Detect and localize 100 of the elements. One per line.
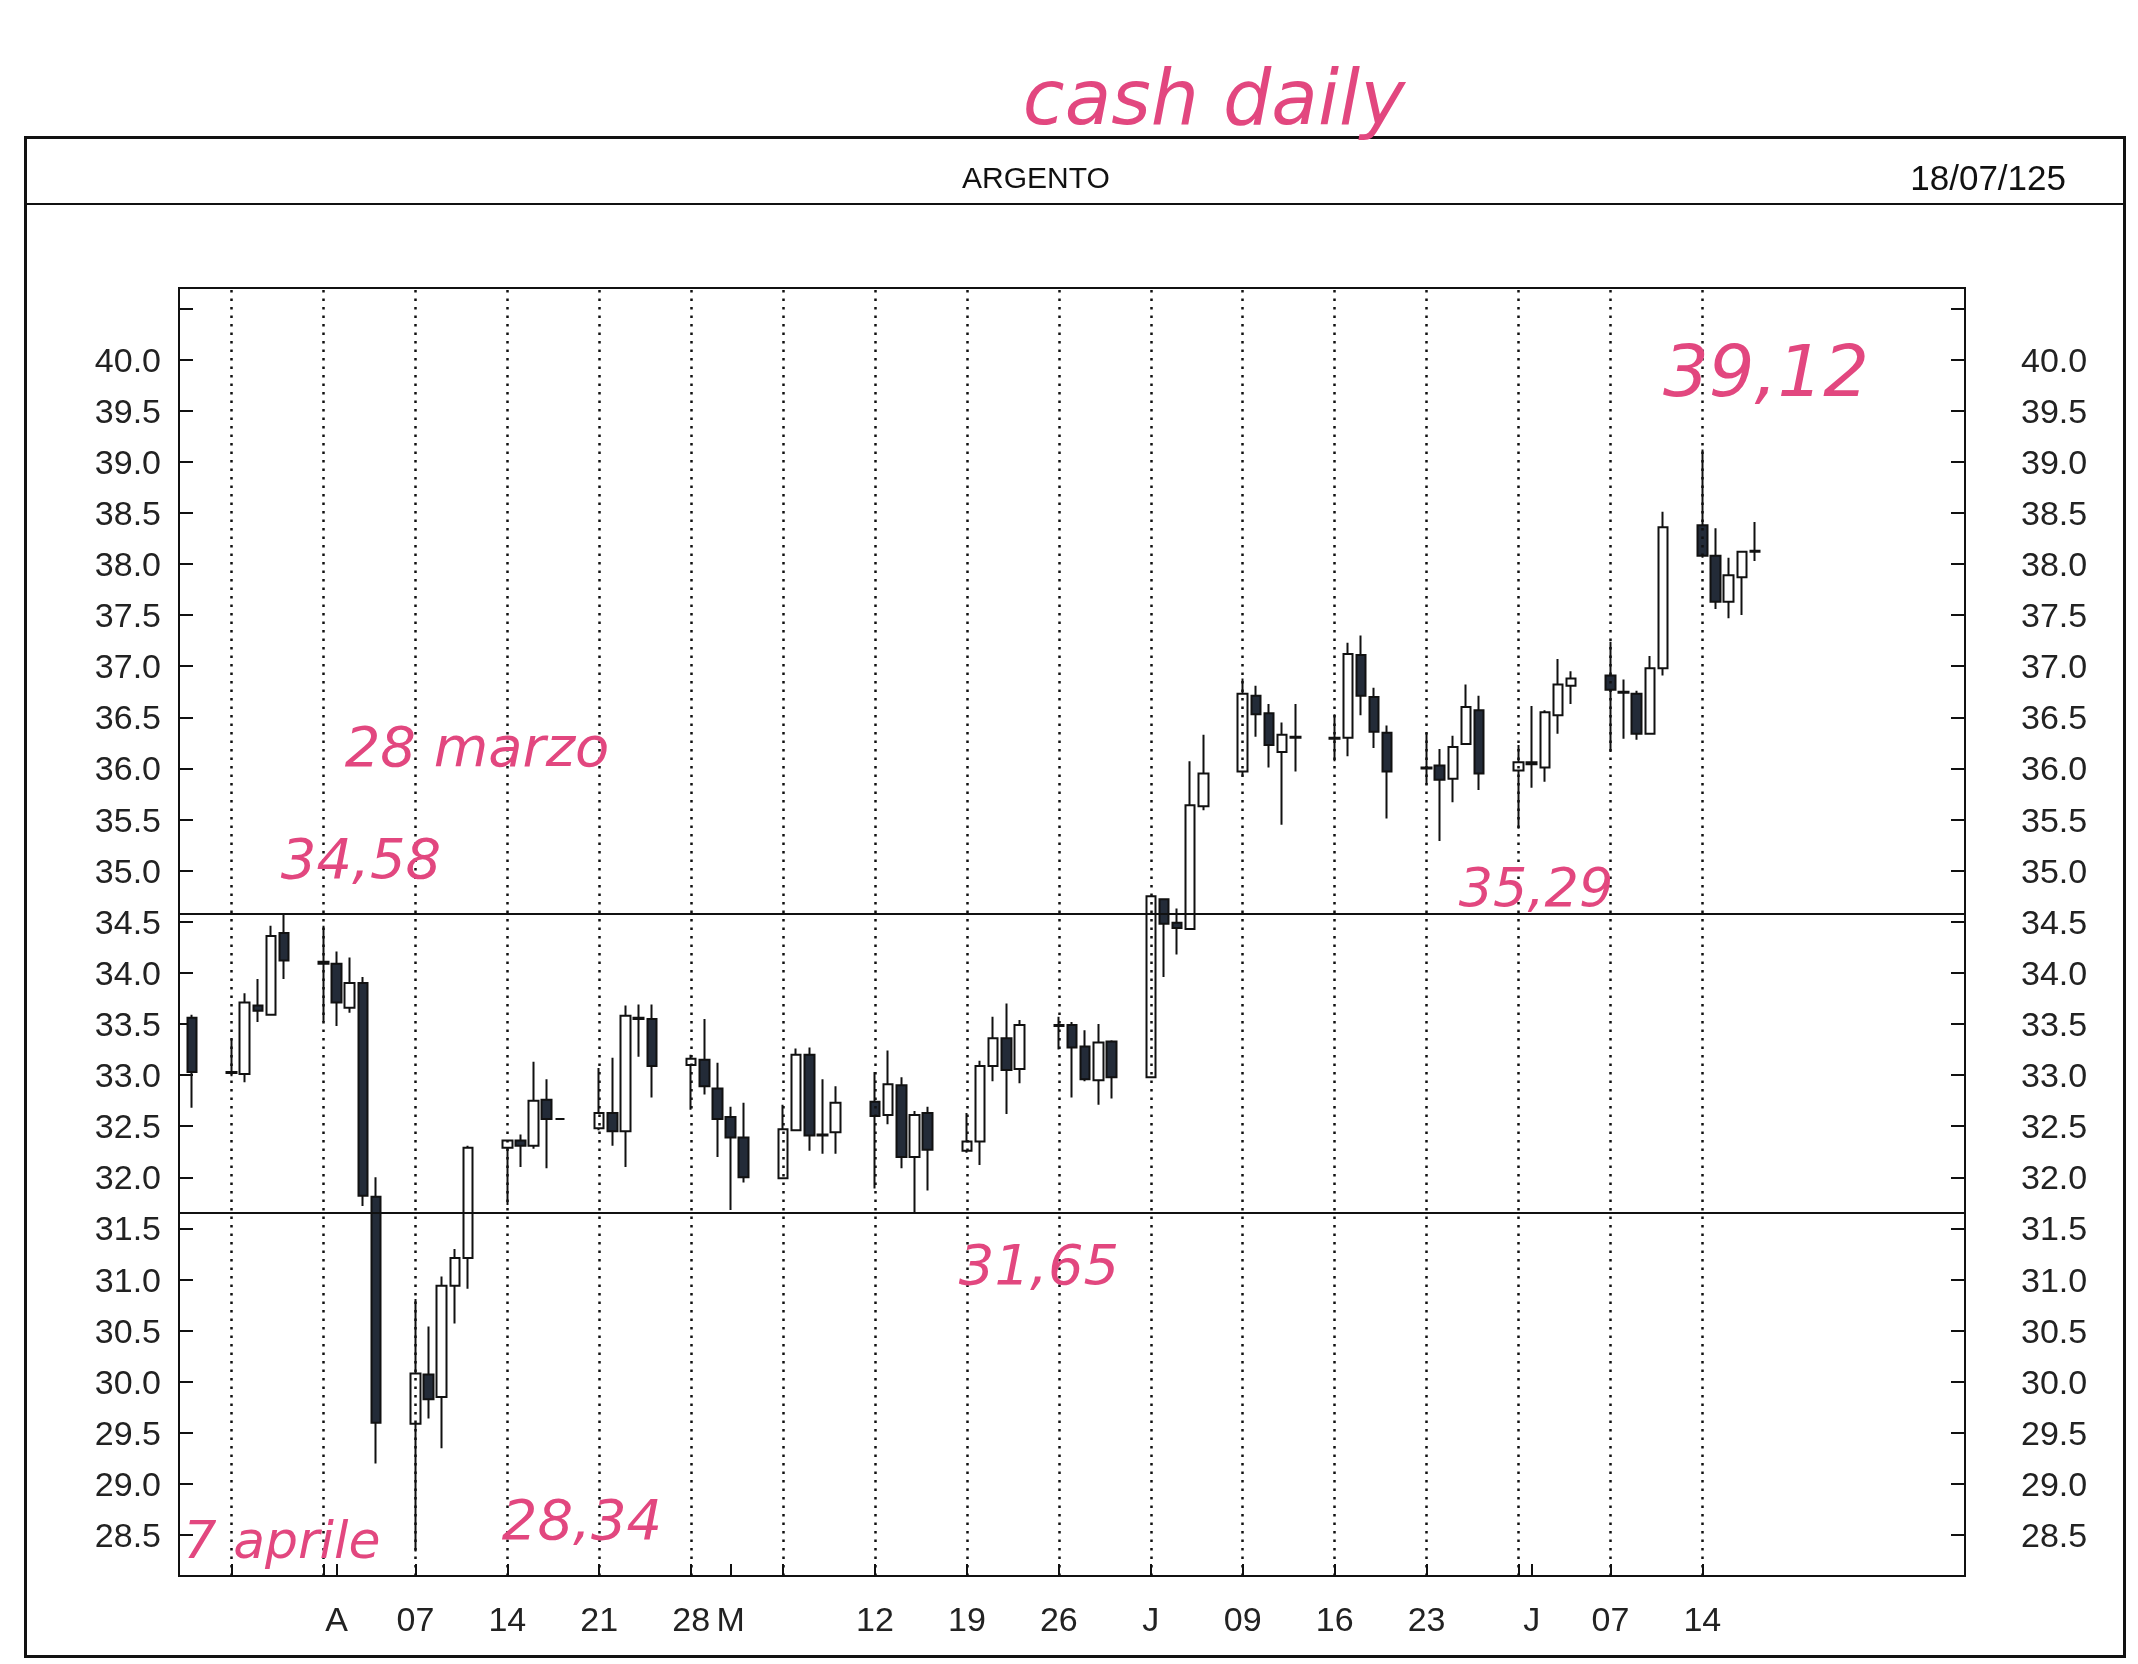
candlestick (698, 1017, 711, 1096)
y2-tick-label: 38.0 (2021, 545, 2088, 583)
y-tick-label: 36.0 (94, 749, 161, 788)
x-tick-label: 23 (1407, 1600, 1446, 1638)
candlestick (1749, 521, 1761, 562)
y-tick-label: 30.5 (94, 1311, 161, 1350)
annotation: 31,65 (958, 1232, 1120, 1297)
candlestick (1736, 550, 1748, 617)
candlestick (1276, 721, 1288, 826)
y-tick-label: 38.0 (94, 545, 161, 583)
y2-tick-label: 39.0 (2021, 442, 2088, 481)
x-tick-label: 07 (396, 1600, 435, 1638)
candlestick (790, 1047, 802, 1132)
candlestick (265, 924, 277, 1016)
x-tick-label: M (716, 1600, 745, 1638)
y2-tick-label: 37.5 (2021, 596, 2088, 635)
y2-tick-label: 32.0 (2021, 1158, 2088, 1197)
x-tick-label: 14 (1683, 1600, 1722, 1638)
y2-tick-label: 36.5 (2021, 698, 2088, 737)
y2-tick-label: 31.0 (2021, 1260, 2088, 1299)
y-tick-label: 31.5 (94, 1209, 161, 1248)
y-tick-label: 33.5 (94, 1005, 161, 1043)
y2-tick-label: 36.0 (2021, 749, 2088, 788)
candlestick (1657, 510, 1669, 677)
y2-tick-label: 34.0 (2021, 953, 2088, 992)
candlestick (252, 978, 264, 1023)
chart-title: ARGENTO (962, 161, 1110, 194)
candlestick (1539, 709, 1551, 783)
annotation: 35,29 (1458, 856, 1614, 919)
y2-tick-label: 35.0 (2021, 851, 2088, 890)
y-tick-label: 31.0 (94, 1260, 161, 1299)
candlestick (1289, 703, 1302, 773)
candlestick (974, 1059, 986, 1167)
y2-tick-label: 33.5 (2021, 1005, 2088, 1043)
y2-tick-label: 35.5 (2021, 800, 2088, 839)
x-tick-label: 28 (672, 1600, 711, 1638)
annotation: 7 aprile (183, 1510, 381, 1570)
y-tick-label: 37.0 (94, 647, 161, 686)
y-tick-label: 34.5 (94, 902, 161, 941)
candlestick (1263, 703, 1275, 769)
x-tick-label: A (325, 1600, 349, 1638)
annotation: 28,34 (501, 1487, 663, 1552)
y2-tick-label: 29.0 (2021, 1465, 2088, 1503)
candlestick (1368, 686, 1380, 749)
x-tick-label: 09 (1223, 1600, 1262, 1638)
candlestick (1342, 641, 1354, 758)
x-tick-label: J (1142, 1600, 1160, 1638)
x-tick-label: 12 (856, 1600, 894, 1638)
y2-tick-label: 31.5 (2021, 1209, 2088, 1248)
y-tick-label: 30.0 (94, 1362, 161, 1401)
candlestick (1066, 1020, 1078, 1099)
y-tick-label: 33.0 (94, 1056, 161, 1095)
y2-tick-label: 33.0 (2021, 1056, 2088, 1095)
y-tick-label: 35.5 (94, 800, 161, 839)
x-tick-label: J (1523, 1600, 1541, 1638)
candlestick (1552, 658, 1564, 735)
candlestick (1644, 655, 1656, 735)
candlestick (1197, 733, 1210, 812)
y-tick-label: 28.5 (94, 1516, 161, 1555)
y2-tick-label: 30.5 (2021, 1311, 2088, 1350)
y-tick-label: 29.0 (94, 1465, 161, 1503)
x-tick-label: 21 (580, 1600, 619, 1638)
y-tick-label: 35.0 (94, 851, 161, 890)
candlestick (1079, 1029, 1091, 1083)
annotation: 28 marzo (344, 714, 610, 779)
y2-tick-label: 40.0 (2021, 340, 2088, 379)
y-tick-label: 32.0 (94, 1158, 161, 1197)
candlestick (357, 975, 369, 1207)
candlestick (1473, 694, 1485, 791)
candlestick (646, 1003, 658, 1099)
candlestick (1381, 724, 1393, 820)
y-tick-label: 38.5 (94, 493, 161, 532)
x-tick-label: 07 (1591, 1600, 1630, 1638)
x-tick-label: 26 (1039, 1600, 1078, 1638)
x-tick-label: 16 (1315, 1600, 1354, 1638)
y-tick-label: 37.5 (94, 596, 161, 635)
x-tick-label: 14 (488, 1600, 527, 1638)
candlestick (1447, 734, 1459, 804)
y-tick-label: 29.5 (94, 1413, 161, 1452)
y-tick-label: 40.0 (94, 340, 161, 379)
y-tick-label: 34.0 (94, 953, 161, 992)
x-tick-label: 19 (948, 1600, 986, 1638)
y-tick-label: 39.0 (94, 442, 161, 481)
y-tick-label: 36.5 (94, 698, 161, 737)
y2-tick-label: 34.5 (2021, 902, 2088, 941)
y2-tick-label: 37.0 (2021, 647, 2088, 686)
y-tick-label: 39.5 (94, 391, 161, 430)
chart-subtitle: 18/07/125 (1910, 158, 2066, 197)
candlestick (1250, 684, 1262, 738)
candlestick (449, 1247, 461, 1325)
y2-tick-label: 28.5 (2021, 1516, 2088, 1555)
y2-tick-label: 30.0 (2021, 1362, 2088, 1401)
candlestick (987, 1015, 999, 1083)
candlestick (1565, 670, 1577, 706)
annotation: 34,58 (280, 826, 442, 891)
y2-tick-label: 29.5 (2021, 1413, 2088, 1452)
y2-tick-label: 32.5 (2021, 1107, 2088, 1146)
y-tick-label: 32.5 (94, 1107, 161, 1146)
text: cash daily (1022, 53, 1406, 142)
candlestick (1355, 634, 1367, 717)
